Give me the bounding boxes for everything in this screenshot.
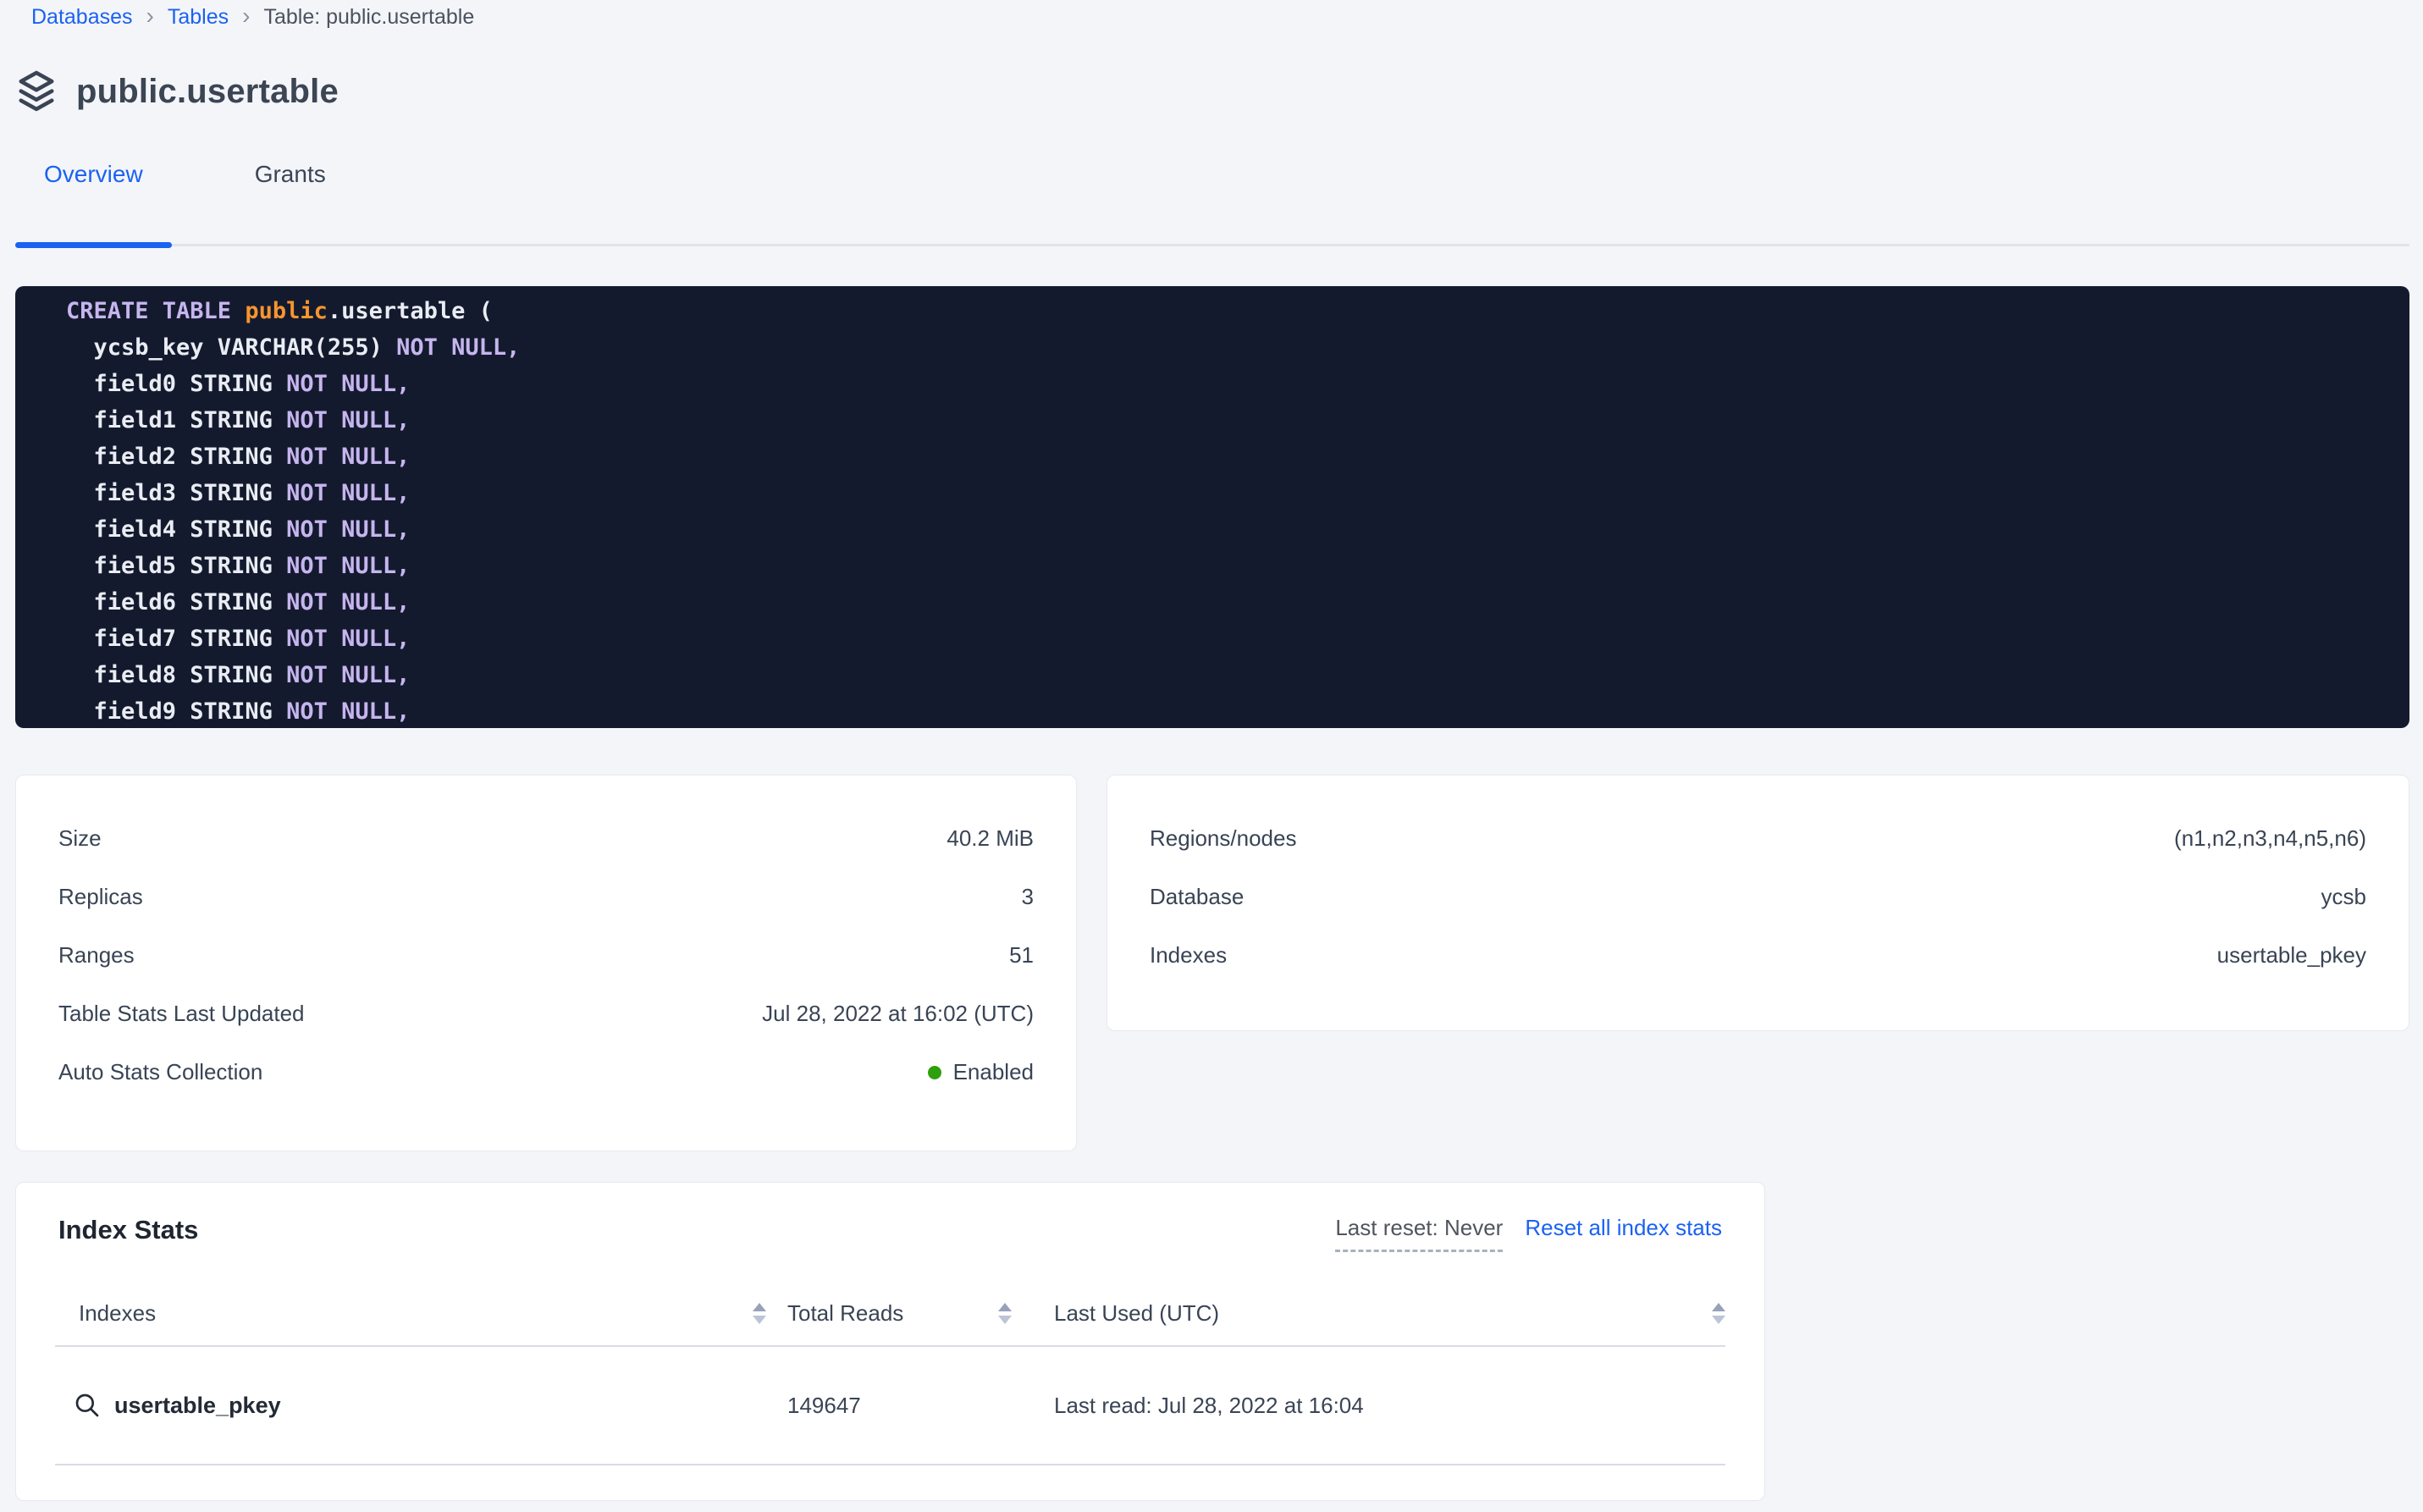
sort-icon[interactable] xyxy=(753,1302,766,1324)
index-stats-title: Index Stats xyxy=(58,1215,199,1244)
total-reads-value: 149647 xyxy=(787,1392,861,1418)
layers-icon xyxy=(17,69,56,113)
tab-overview[interactable]: Overview xyxy=(15,149,172,248)
table-row: usertable_pkey 149647 Last read: Jul 28,… xyxy=(55,1347,1725,1465)
column-header-total-reads: Total Reads xyxy=(787,1300,904,1326)
create-table-sql-block[interactable]: CREATE TABLE public.usertable ( ycsb_key… xyxy=(15,286,2409,728)
last-reset-label: Last reset: Never xyxy=(1335,1215,1504,1252)
stat-label: Table Stats Last Updated xyxy=(58,1001,305,1026)
sql-line: field8 STRING NOT NULL, xyxy=(66,662,411,688)
stat-value: (n1,n2,n3,n4,n5,n6) xyxy=(2174,825,2366,851)
sql-line: field1 STRING NOT NULL, xyxy=(66,407,411,433)
index-stats-table: Indexes Total Reads Last Used (UTC) xyxy=(55,1281,1725,1465)
sql-line: field9 STRING NOT NULL, xyxy=(66,698,411,725)
stat-row: Replicas 3 xyxy=(16,868,1076,926)
stat-label: Regions/nodes xyxy=(1150,825,1297,851)
breadcrumb: Databases › Tables › Table: public.usert… xyxy=(31,2,475,30)
page-header: public.usertable xyxy=(17,69,339,113)
page-title: public.usertable xyxy=(76,72,339,110)
sql-line: field5 STRING NOT NULL, xyxy=(66,553,411,579)
index-table-header: Indexes Total Reads Last Used (UTC) xyxy=(55,1281,1725,1347)
stat-value: Jul 28, 2022 at 16:02 (UTC) xyxy=(762,1001,1034,1026)
chevron-right-icon: › xyxy=(146,2,154,29)
table-metadata-card: Regions/nodes (n1,n2,n3,n4,n5,n6) Database… xyxy=(1107,775,2409,1031)
index-name-link[interactable]: usertable_pkey xyxy=(114,1392,281,1418)
stat-row: Ranges 51 xyxy=(16,926,1076,985)
status-dot-icon xyxy=(927,1065,941,1079)
sql-line: CREATE TABLE public.usertable ( xyxy=(66,298,493,324)
breadcrumb-current: Table: public.usertable xyxy=(263,5,475,29)
stat-row: Auto Stats Collection Enabled xyxy=(16,1043,1076,1101)
sql-line: field6 STRING NOT NULL, xyxy=(66,589,411,615)
stat-value: usertable_pkey xyxy=(2216,942,2366,968)
breadcrumb-link-databases[interactable]: Databases xyxy=(31,5,133,29)
stat-row: Indexes usertable_pkey xyxy=(1107,926,2409,985)
column-header-indexes: Indexes xyxy=(79,1300,157,1326)
stat-value: 51 xyxy=(1009,942,1034,968)
sql-line: ycsb_key VARCHAR(255) NOT NULL, xyxy=(66,334,521,361)
stat-label: Replicas xyxy=(58,884,143,909)
sql-line: field2 STRING NOT NULL, xyxy=(66,444,411,470)
sql-line: field3 STRING NOT NULL, xyxy=(66,480,411,506)
stat-value: Enabled xyxy=(927,1059,1034,1085)
stat-value: 3 xyxy=(1021,884,1034,909)
sort-icon[interactable] xyxy=(1712,1302,1725,1324)
reset-all-index-stats-link[interactable]: Reset all index stats xyxy=(1525,1215,1722,1240)
stat-label: Database xyxy=(1150,884,1245,909)
chevron-right-icon: › xyxy=(242,2,251,29)
sql-line: field4 STRING NOT NULL, xyxy=(66,516,411,543)
column-header-last-used: Last Used (UTC) xyxy=(1054,1300,1220,1326)
stat-row: Table Stats Last Updated Jul 28, 2022 at … xyxy=(16,985,1076,1043)
stat-value: 40.2 MiB xyxy=(947,825,1034,851)
stat-row: Database ycsb xyxy=(1107,868,2409,926)
table-details-card: Size 40.2 MiB Replicas 3 Ranges 51 Table Stats… xyxy=(15,775,1077,1151)
search-icon[interactable] xyxy=(74,1392,101,1419)
stat-value: ycsb xyxy=(2321,884,2366,909)
tab-grants[interactable]: Grants xyxy=(254,161,326,187)
stat-row: Regions/nodes (n1,n2,n3,n4,n5,n6) xyxy=(1107,809,2409,868)
sort-icon[interactable] xyxy=(998,1302,1012,1324)
index-stats-card: Index Stats Last reset: Never Reset all … xyxy=(15,1182,1765,1501)
stat-row: Size 40.2 MiB xyxy=(16,809,1076,868)
stat-label: Auto Stats Collection xyxy=(58,1059,263,1084)
breadcrumb-link-tables[interactable]: Tables xyxy=(167,5,229,29)
last-used-value: Last read: Jul 28, 2022 at 16:04 xyxy=(1054,1392,1364,1418)
stat-label: Size xyxy=(58,825,102,851)
sql-line: field0 STRING NOT NULL, xyxy=(66,371,411,397)
sql-line: field7 STRING NOT NULL, xyxy=(66,626,411,652)
stat-label: Indexes xyxy=(1150,942,1228,968)
tab-bar: Overview Grants xyxy=(15,149,2409,248)
stat-label: Ranges xyxy=(58,942,135,968)
